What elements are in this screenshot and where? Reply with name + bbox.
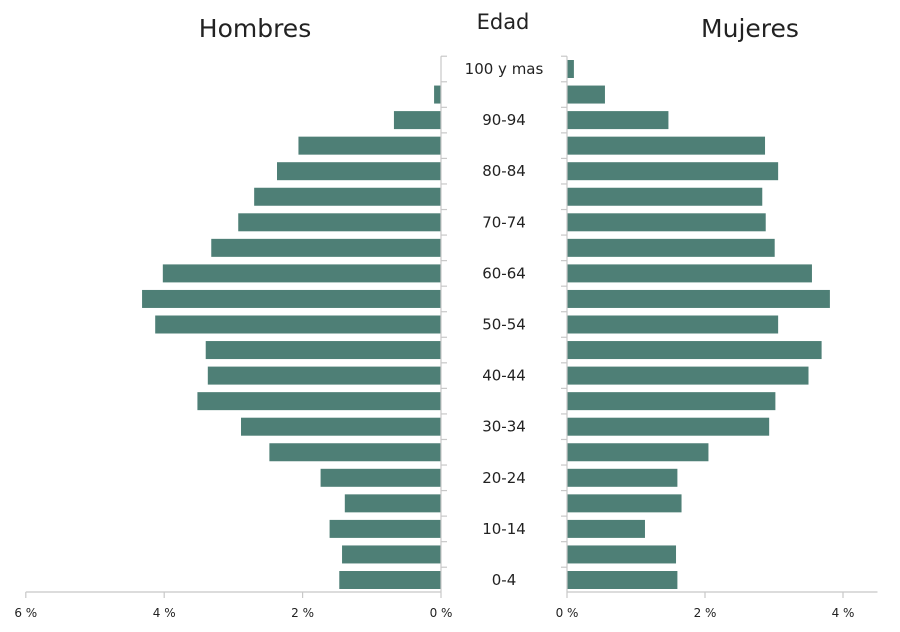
bar-hombres-35-39 (197, 392, 441, 411)
age-label-30-34: 30-34 (482, 418, 526, 436)
age-label-90-94: 90-94 (482, 111, 526, 129)
bar-hombres-95-99 (434, 85, 441, 104)
age-labels-group: 0-4 10-14 20-24 30-34 40-44 50-54 60-64 70-74 80… (465, 60, 544, 589)
right-bars-group (567, 60, 830, 589)
bar-mujeres-30-34 (567, 417, 770, 436)
bar-hombres-20-24 (320, 468, 441, 487)
bar-mujeres-65-69 (567, 238, 775, 257)
left-x-tick-label: 0 % (430, 606, 453, 620)
age-label-100-y-mas: 100 y mas (465, 60, 544, 78)
age-label-60-64: 60-64 (482, 264, 526, 282)
center-title-edad: Edad (477, 10, 530, 34)
bar-mujeres-70-74 (567, 213, 766, 232)
bar-mujeres-40-44 (567, 366, 809, 385)
bar-mujeres-80-84 (567, 162, 779, 181)
age-label-0-4: 0-4 (492, 571, 517, 589)
bar-hombres-40-44 (207, 366, 441, 385)
age-label-10-14: 10-14 (482, 520, 526, 538)
age-label-40-44: 40-44 (482, 367, 526, 385)
age-label-80-84: 80-84 (482, 162, 526, 180)
bar-hombres-10-14 (329, 519, 441, 538)
bar-mujeres-5-9 (567, 545, 677, 564)
bar-mujeres-50-54 (567, 315, 779, 334)
bar-mujeres-25-29 (567, 443, 709, 462)
right-title-mujeres: Mujeres (701, 14, 799, 43)
bar-hombres-90-94 (393, 111, 441, 130)
bar-mujeres-100-y-mas (567, 60, 574, 78)
right-x-tick-label: 4 % (832, 606, 855, 620)
bar-hombres-50-54 (155, 315, 441, 334)
left-x-tick-label: 2 % (291, 606, 314, 620)
age-label-70-74: 70-74 (482, 213, 526, 231)
bar-hombres-25-29 (269, 443, 441, 462)
bar-mujeres-60-64 (567, 264, 812, 283)
left-x-tick-label: 6 % (14, 606, 37, 620)
tick-labels-group: 6 % 4 % 2 % 0 % 0 % 2 % 4 % (14, 606, 854, 620)
bar-hombres-80-84 (277, 162, 441, 181)
age-label-50-54: 50-54 (482, 316, 526, 334)
bar-mujeres-15-19 (567, 494, 682, 513)
bar-mujeres-55-59 (567, 289, 830, 308)
bar-mujeres-90-94 (567, 111, 669, 130)
bar-hombres-45-49 (205, 341, 441, 360)
bar-mujeres-20-24 (567, 468, 678, 487)
bar-hombres-65-69 (211, 238, 441, 257)
bar-hombres-75-79 (254, 187, 441, 206)
bar-mujeres-45-49 (567, 341, 822, 360)
left-x-tick-label: 4 % (153, 606, 176, 620)
bar-hombres-0-4 (339, 571, 441, 589)
right-x-tick-label: 0 % (556, 606, 579, 620)
bar-hombres-85-89 (298, 136, 441, 155)
bar-hombres-60-64 (162, 264, 441, 283)
bar-hombres-15-19 (344, 494, 441, 513)
bar-hombres-5-9 (342, 545, 441, 564)
bar-hombres-30-34 (241, 417, 441, 436)
left-bars-group (142, 85, 441, 589)
bar-mujeres-85-89 (567, 136, 766, 155)
left-title-hombres: Hombres (199, 14, 311, 43)
bar-mujeres-95-99 (567, 85, 605, 104)
bar-hombres-55-59 (142, 289, 441, 308)
bar-hombres-70-74 (238, 213, 441, 232)
bar-mujeres-10-14 (567, 519, 645, 538)
age-label-20-24: 20-24 (482, 469, 526, 487)
bar-mujeres-0-4 (567, 571, 678, 589)
bar-mujeres-75-79 (567, 187, 763, 206)
axes-group (25, 55, 878, 598)
bar-mujeres-35-39 (567, 392, 776, 411)
right-x-tick-label: 2 % (694, 606, 717, 620)
